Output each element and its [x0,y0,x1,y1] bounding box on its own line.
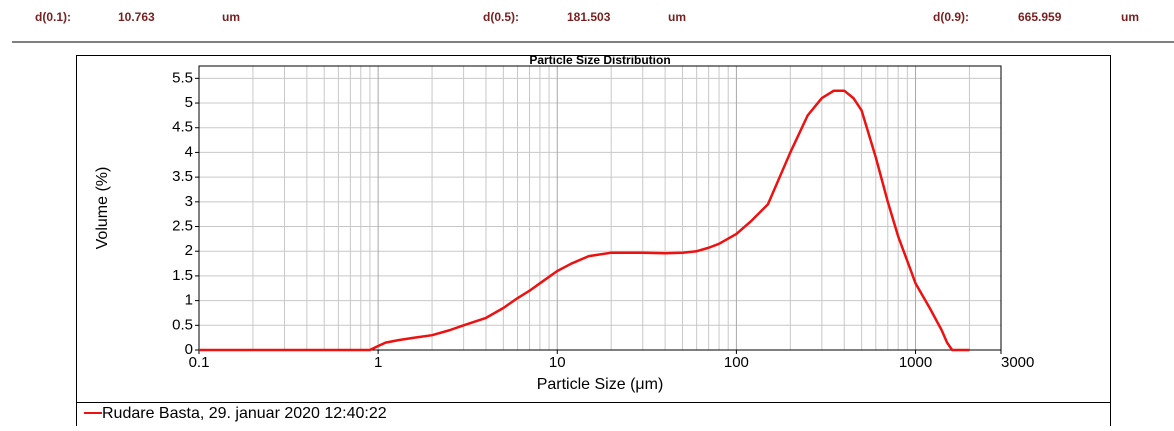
y-tick-label: 5 [185,94,193,111]
y-axis-label: Volume (%) [94,167,111,250]
y-tick-label: 5.5 [172,69,193,86]
stat-unit: um [1121,10,1139,24]
data-line [199,89,970,352]
y-tick-label: 1.5 [172,267,193,284]
stat-value: 181.503 [567,10,611,24]
stat-label: d(0.1): [35,10,71,24]
y-tick-label: 0.5 [172,316,193,333]
x-tick-label: 100 [724,354,749,371]
x-tick-label: 1000 [899,354,932,371]
y-tick-label: 1 [185,292,193,309]
stat-unit: um [222,10,240,24]
stat-unit: um [668,10,686,24]
x-tick-label: 3000 [1001,354,1034,371]
x-tick-label: 10 [549,354,566,371]
x-axis-label: Particle Size (μm) [537,376,664,393]
y-tick-label: 4.5 [172,119,193,136]
y-tick-label: 2.5 [172,217,193,234]
y-tick-label: 4 [185,143,193,160]
chart-title: Particle Size Distribution [529,53,670,67]
x-tick-label: 0.1 [189,354,210,371]
plot-border [198,65,1002,351]
chart-frame [76,55,1111,431]
y-tick-label: 3 [185,193,193,210]
stat-value: 665.959 [1018,10,1062,24]
stat-value: 10.763 [118,10,155,24]
legend-label: Rudare Basta, 29. januar 2020 12:40:22 [102,405,387,422]
x-tick-label: 1 [374,354,382,371]
stat-label: d(0.9): [933,10,969,24]
y-tick-label: 2 [185,242,193,259]
stat-label: d(0.5): [483,10,519,24]
y-tick-label: 0 [185,341,193,358]
y-tick-label: 3.5 [172,168,193,185]
